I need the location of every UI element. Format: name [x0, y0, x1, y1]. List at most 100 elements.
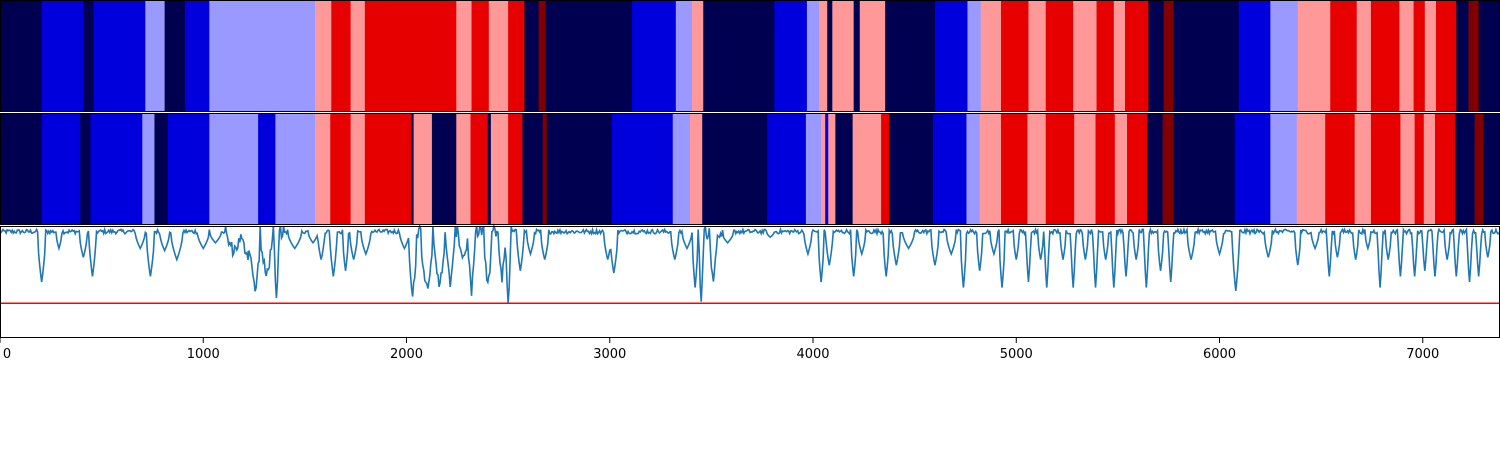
state-segment [545, 0, 633, 112]
state-segment [774, 0, 808, 112]
state-segment [209, 0, 316, 112]
state-segment [1162, 113, 1175, 225]
state-segment [538, 0, 547, 112]
state-segment [508, 113, 523, 225]
state-segment [1435, 0, 1457, 112]
state-segment [1234, 113, 1271, 225]
state-segment [672, 113, 691, 225]
state-segment [805, 113, 822, 225]
state-segment [413, 113, 433, 225]
state-segment [1474, 113, 1485, 225]
state-segment [83, 0, 94, 112]
state-segment [1399, 0, 1415, 112]
state-segment [1356, 0, 1372, 112]
state-segment [934, 0, 968, 112]
state-segment [456, 0, 472, 112]
state-segment [632, 0, 677, 112]
state-segment [821, 113, 826, 225]
state-segment [1354, 113, 1372, 225]
state-segment [1238, 0, 1271, 112]
state-segment [456, 113, 471, 225]
state-segment [1296, 113, 1326, 225]
state-segment [1414, 113, 1425, 225]
state-segment [364, 113, 412, 225]
state-segment [856, 113, 882, 225]
state-segment [542, 113, 548, 225]
state-segment [1370, 0, 1400, 112]
state-segment [41, 0, 84, 112]
state-segment [967, 0, 982, 112]
state-segment [1125, 0, 1149, 112]
state-segment [331, 0, 352, 112]
probability-line [0, 223, 1500, 304]
state-segment [1297, 0, 1331, 112]
state-segment [364, 0, 457, 112]
state-segment [93, 0, 146, 112]
state-segment [1455, 113, 1475, 225]
x-tick-label: 3000 [593, 347, 626, 362]
x-tick-label: 6000 [1203, 347, 1236, 362]
state-segment [1270, 113, 1298, 225]
state-segment [164, 0, 186, 112]
state-segment [1325, 113, 1356, 225]
state-segment [350, 113, 366, 225]
state-segment [522, 113, 544, 225]
x-tick-label: 5000 [1000, 347, 1033, 362]
state-segment [1095, 113, 1116, 225]
state-segment [806, 0, 820, 112]
state-segment [1073, 0, 1097, 112]
x-tick-label: 2000 [390, 347, 423, 362]
state-segment [980, 0, 1002, 112]
line-panel [0, 223, 1500, 338]
line-panel-background [0, 226, 1500, 338]
state-segment [1147, 113, 1163, 225]
state-segment [1478, 0, 1500, 112]
state-segment [1413, 0, 1426, 112]
state-segment [1001, 113, 1028, 225]
state-segment [315, 113, 331, 225]
state-segment [1027, 113, 1047, 225]
state-segment [490, 113, 509, 225]
state-rows [0, 0, 1500, 225]
x-tick-label: 0 [3, 347, 11, 362]
state-segment [690, 113, 703, 225]
state-segment [613, 113, 674, 225]
state-segment [1114, 113, 1128, 225]
state-segment [819, 0, 828, 112]
state-segment [1113, 0, 1126, 112]
state-segment [832, 0, 855, 112]
state-segment [275, 113, 316, 225]
state-segment [258, 113, 276, 225]
state-segment [1028, 0, 1047, 112]
state-segment [675, 0, 693, 112]
state-segment [889, 113, 934, 225]
state-segment [0, 0, 43, 112]
state-segment [209, 113, 259, 225]
state-segment [1468, 0, 1480, 112]
state-segment [966, 113, 981, 225]
state-segment [1330, 0, 1358, 112]
state-segment [154, 113, 169, 225]
state-segment [1148, 0, 1165, 112]
state-segment [611, 113, 615, 225]
state-segment [703, 0, 775, 112]
state-segment [979, 113, 1002, 225]
state-segment [471, 0, 490, 112]
state-segment [1045, 0, 1074, 112]
state-segment [767, 113, 807, 225]
state-segment [167, 113, 210, 225]
state-segment [145, 0, 166, 112]
state-segment [41, 113, 81, 225]
state-segment [1173, 0, 1240, 112]
state-segment [1370, 113, 1401, 225]
state-segment [431, 113, 457, 225]
state-segment [1163, 0, 1175, 112]
state-segment [1456, 0, 1469, 112]
state-segment [702, 113, 768, 225]
state-segment [488, 0, 509, 112]
state-segment [1045, 113, 1075, 225]
state-row-1 [0, 0, 1500, 112]
state-segment [1423, 113, 1436, 225]
state-segment [852, 113, 858, 225]
